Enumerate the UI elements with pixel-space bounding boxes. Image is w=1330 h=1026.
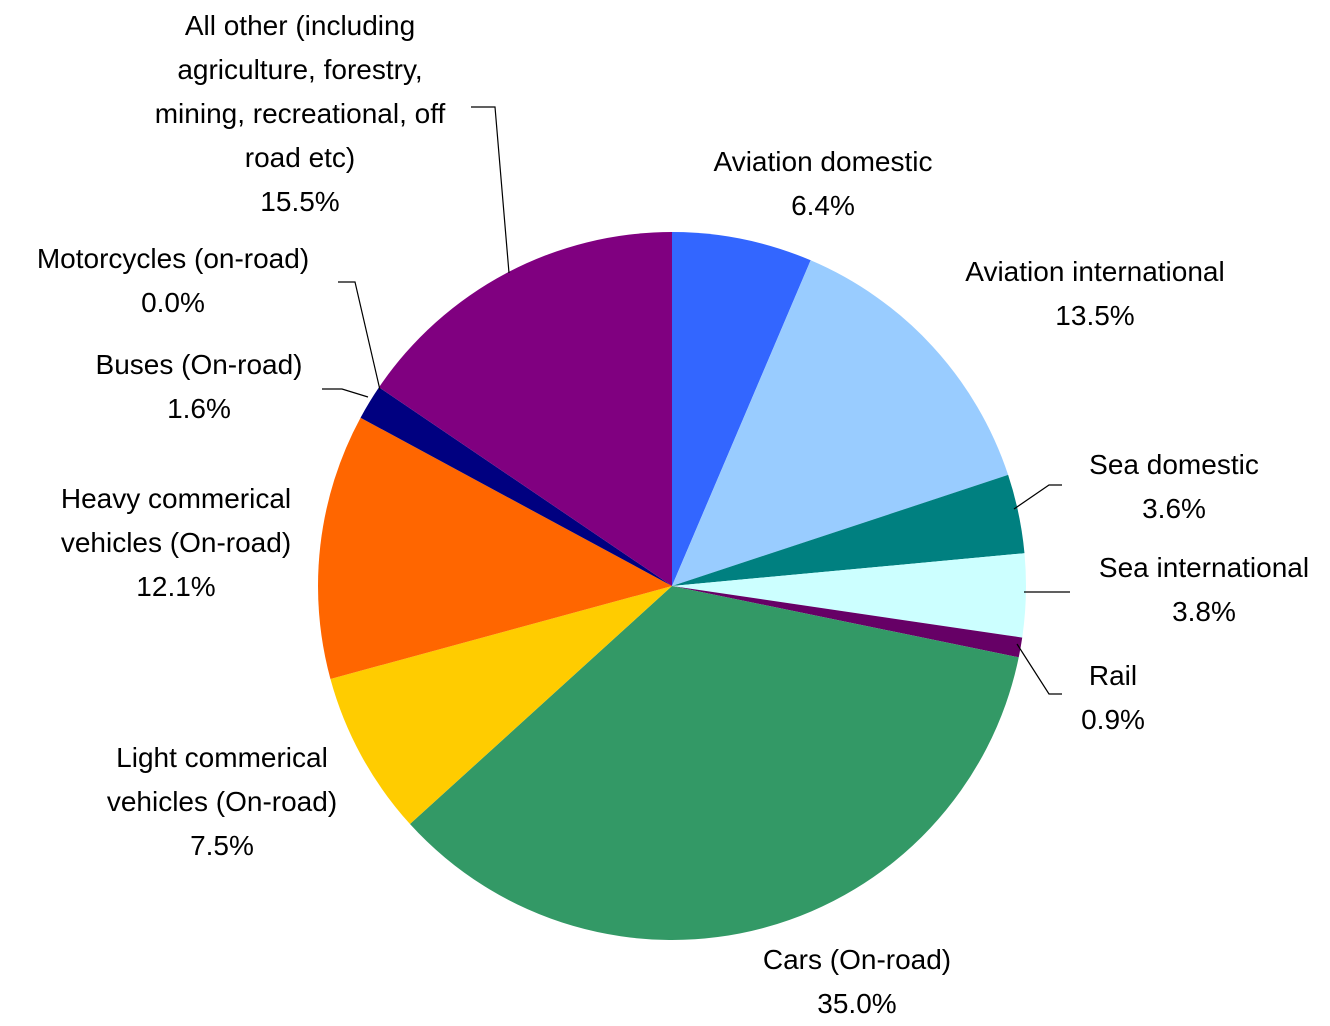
leader-line-all-other-including-agriculture-forestry-mining-recreational-off-road-etc — [471, 106, 510, 274]
slice-label-text: Motorcycles (on-road) — [36, 243, 310, 274]
slice-label-text: vehicles (On-road) — [60, 527, 292, 558]
pie-slice-buses-on-road — [360, 387, 672, 586]
slice-value-label: 1.6% — [167, 393, 231, 424]
slice-label-text: Sea domestic — [1089, 449, 1259, 480]
slice-value-label: 12.1% — [136, 571, 216, 602]
slice-value-label: 7.5% — [190, 830, 254, 861]
slice-label-text: vehicles (On-road) — [106, 786, 338, 817]
slice-label-sea-domestic: Sea domestic 3.6% — [1089, 443, 1259, 531]
leader-line-motorcycles-on-road — [338, 281, 381, 391]
slice-value-label: 0.0% — [141, 287, 205, 318]
pie-slice-heavy-commerical-vehicles-on-road — [318, 417, 672, 679]
slice-label-text: Aviation international — [965, 256, 1225, 287]
pie-slices — [318, 232, 1027, 941]
slice-label-text: Light commerical — [116, 742, 328, 773]
slice-value-label: 35.0% — [817, 988, 897, 1019]
leader-line-buses-on-road — [322, 388, 369, 398]
slice-label-text: Sea international — [1098, 552, 1310, 583]
slice-label-buses-on-road: Buses (On-road) 1.6% — [96, 343, 303, 431]
slice-label-text: Cars (On-road) — [762, 944, 952, 975]
leader-line-rail — [1016, 643, 1062, 695]
slice-label-all-other-including-agriculture-forestry-mining-recreational-off-road-etc: All other (including agriculture, forestr… — [155, 4, 446, 224]
slice-label-text: agriculture, forestry, — [177, 54, 423, 85]
leader-lines — [322, 106, 1070, 695]
pie-slice-cars-on-road — [409, 586, 1019, 941]
pie-slice-sea-international — [672, 553, 1027, 638]
pie-slice-all-other-including-agriculture-forestry-mining-recreational-off-road-etc — [379, 232, 672, 586]
slice-value-label: 0.9% — [1081, 704, 1145, 735]
slice-value-label: 6.4% — [791, 190, 855, 221]
leader-line-sea-domestic — [1013, 484, 1062, 510]
slice-value-label: 15.5% — [260, 186, 340, 217]
pie-slice-sea-domestic — [672, 474, 1025, 586]
slice-label-heavy-commerical-vehicles-on-road: Heavy commerical vehicles (On-road) 12.1% — [61, 477, 291, 609]
slice-label-text: Rail — [1088, 660, 1138, 691]
slice-label-motorcycles-on-road: Motorcycles (on-road) 0.0% — [37, 237, 309, 325]
slice-value-label: 13.5% — [1055, 300, 1135, 331]
slice-label-text: mining, recreational, off — [154, 98, 446, 129]
slice-value-label: 3.6% — [1142, 493, 1206, 524]
pie-slice-light-commerical-vehicles-on-road — [330, 586, 672, 825]
slice-label-rail: Rail 0.9% — [1081, 654, 1145, 742]
slice-label-aviation-domestic: Aviation domestic 6.4% — [714, 140, 933, 228]
slice-label-sea-international: Sea international 3.8% — [1099, 546, 1309, 634]
slice-label-text: Aviation domestic — [713, 146, 933, 177]
slice-label-text: Heavy commerical — [60, 483, 292, 514]
pie-slice-aviation-international — [672, 260, 1009, 586]
slice-label-aviation-international: Aviation international 13.5% — [965, 250, 1224, 338]
pie-slice-aviation-domestic — [672, 232, 811, 586]
pie-slice-rail — [672, 586, 1023, 658]
slice-label-text: Buses (On-road) — [95, 349, 303, 380]
slice-label-light-commerical-vehicles-on-road: Light commerical vehicles (On-road) 7.5% — [107, 736, 337, 868]
slice-label-text: All other (including — [184, 10, 416, 41]
slice-label-cars-on-road: Cars (On-road) 35.0% — [763, 938, 951, 1026]
slice-value-label: 3.8% — [1172, 596, 1236, 627]
slice-label-text: road etc) — [244, 142, 356, 173]
